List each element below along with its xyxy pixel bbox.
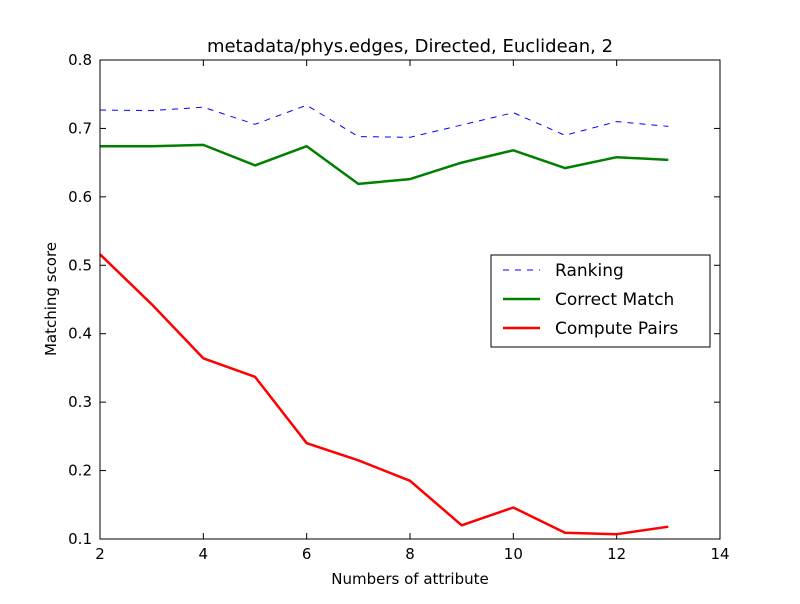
x-axis-label: Numbers of attribute xyxy=(331,570,489,588)
y-tick-label: 0.7 xyxy=(68,119,92,137)
series-lines xyxy=(99,104,669,536)
y-tick-label: 0.3 xyxy=(68,393,92,411)
legend-label: Correct Match xyxy=(555,290,674,310)
series-line-compute-pairs xyxy=(99,253,669,536)
y-tick-label: 0.6 xyxy=(68,188,92,206)
y-tick-label: 0.2 xyxy=(68,462,92,480)
x-tick-label: 14 xyxy=(710,545,729,563)
y-tick-label: 0.5 xyxy=(68,256,92,274)
y-tick-label: 0.8 xyxy=(68,51,92,69)
legend-label: Ranking xyxy=(555,261,624,281)
x-tick-label: 2 xyxy=(95,545,105,563)
axes-frame xyxy=(99,59,721,540)
x-tick-label: 12 xyxy=(607,545,626,563)
y-tick-label: 0.1 xyxy=(68,530,92,548)
y-axis-label: Matching score xyxy=(42,242,60,356)
series-line-ranking xyxy=(99,104,669,138)
x-tick-label: 4 xyxy=(199,545,209,563)
legend-label: Compute Pairs xyxy=(555,319,679,339)
x-tick-label: 8 xyxy=(405,545,415,563)
chart-title: metadata/phys.edges, Directed, Euclidean… xyxy=(207,36,613,57)
series-line-correct-match xyxy=(100,143,669,186)
x-tick-label: 6 xyxy=(302,545,312,563)
axis-ticks: 2 4 6 8 10 12 14 0.1 0.2 0.3 0.4 0.5 0.6 0.7 0.8 xyxy=(68,51,729,563)
y-tick-label: 0.4 xyxy=(68,325,92,343)
x-tick-label: 10 xyxy=(504,545,523,563)
legend: Ranking Correct Match Compute Pairs xyxy=(490,254,711,348)
